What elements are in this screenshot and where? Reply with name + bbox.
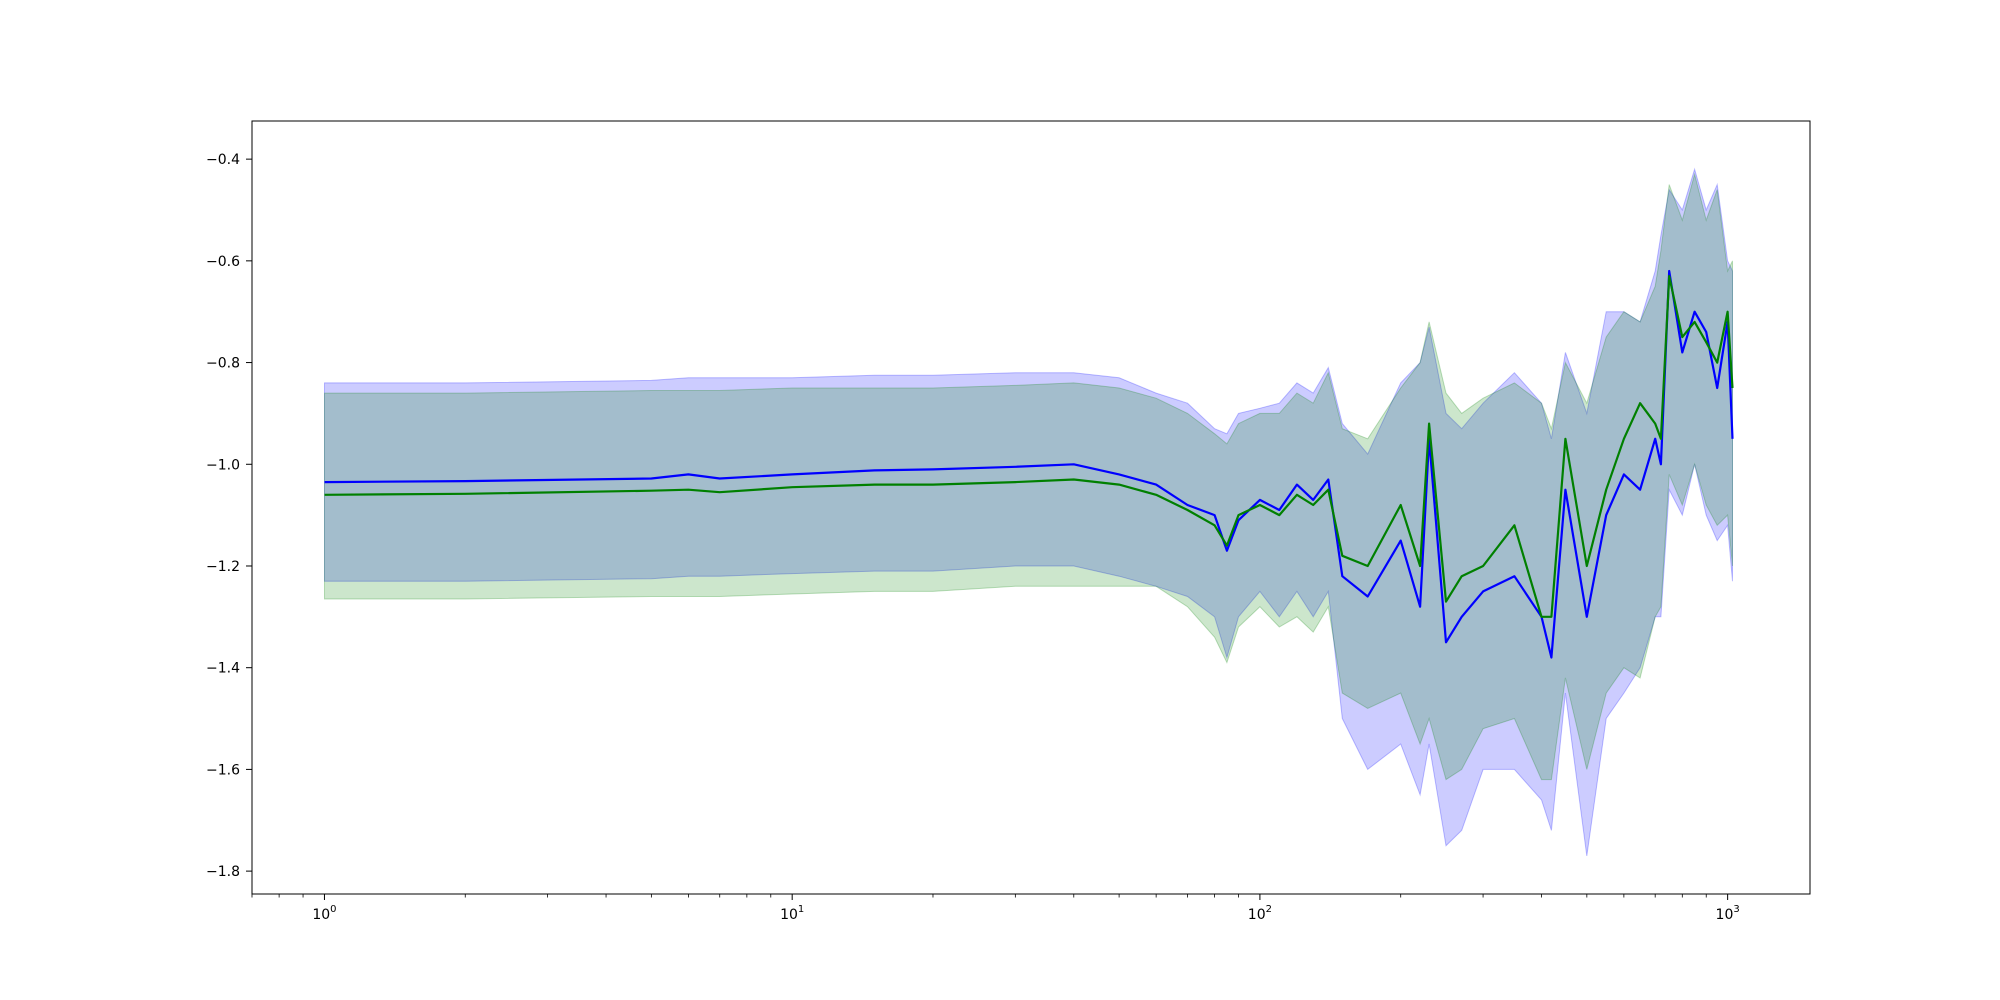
confidence-bands: [324, 167, 1733, 856]
y-axis: −0.4 −0.6 −0.8 −1.0 −1.2 −1.4 −1.6 −1.8: [206, 152, 252, 880]
series-1-line: [324, 269, 1734, 659]
plot-area-frame: [251, 120, 1811, 895]
y-tick-label: −1.8: [206, 864, 240, 880]
x-tick-label: 103: [1716, 904, 1740, 923]
y-tick-label: −1.2: [206, 559, 240, 575]
series-lines: [324, 269, 1734, 659]
y-tick-label: −1.6: [206, 762, 240, 778]
y-tick-label: −0.4: [206, 152, 240, 168]
x-tick-label: 102: [1248, 904, 1272, 923]
y-tick-label: −1.4: [206, 661, 240, 677]
y-tick-label: −1.0: [206, 457, 240, 473]
y-tick-label: −0.6: [206, 254, 240, 270]
y-tick-label: −0.8: [206, 356, 240, 372]
series-1-band: [324, 167, 1733, 856]
series-2-line: [324, 275, 1734, 618]
x-axis: 100 101 102 103: [251, 894, 1740, 923]
x-tick-label: 100: [312, 904, 336, 923]
x-tick-label: 101: [780, 904, 804, 923]
series-2-band: [324, 172, 1733, 781]
